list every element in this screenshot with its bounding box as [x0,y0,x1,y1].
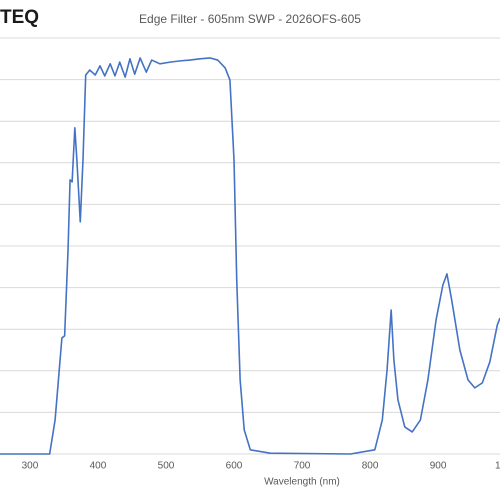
x-tick-label: 600 [226,461,243,472]
x-tick-label: 300 [22,461,39,472]
x-tick-label: 400 [90,461,107,472]
x-axis-label: Wavelength (nm) [264,477,340,488]
x-tick-label: 900 [430,461,447,472]
logo: TEQ [0,7,39,28]
x-tick-label: 800 [362,461,379,472]
series-line [0,57,500,455]
x-tick-label: 700 [294,461,311,472]
x-tick-label: 500 [158,461,175,472]
x-tick-label: 1000 [495,461,500,472]
chart-title: Edge Filter - 605nm SWP - 2026OFS-605 [139,12,361,26]
